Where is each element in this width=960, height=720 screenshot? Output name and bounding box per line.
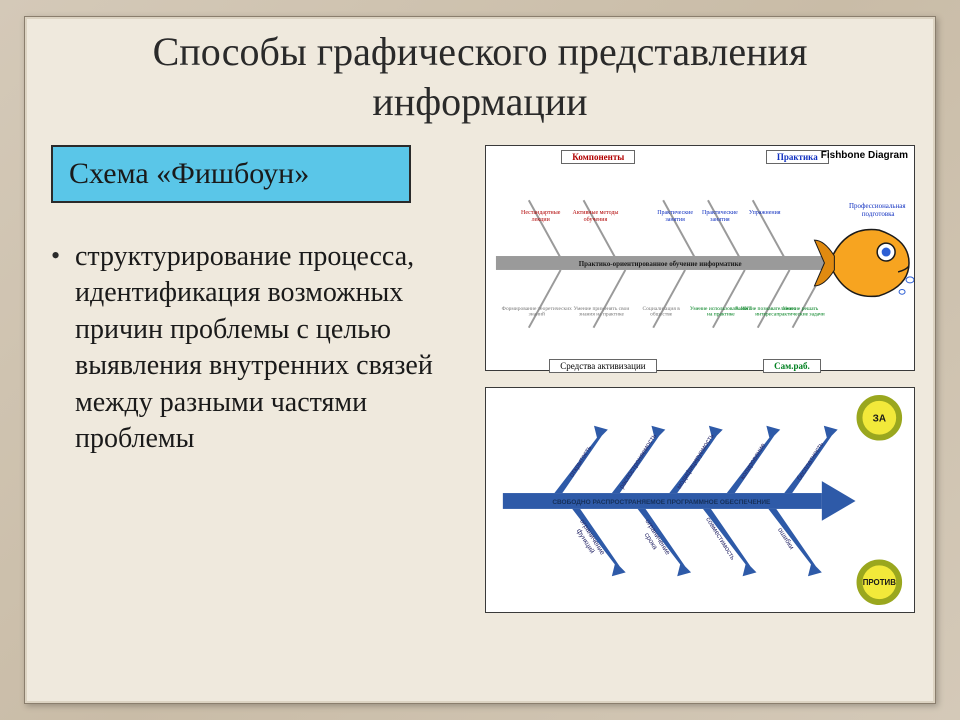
bone-label: Упражнения [749, 210, 781, 216]
bone-line [713, 270, 745, 328]
bone-line [708, 200, 740, 258]
bone-line [593, 270, 625, 328]
fishbone-diagram-2: ЗА ПРОТИВ СВОБОДНО РАСПРОСТРАНЯЕМОЕ ПРОГ… [485, 387, 915, 613]
bone-line [529, 200, 561, 258]
figure1-title: Fishbone Diagram [821, 150, 908, 161]
svg-text:ПРОТИВ: ПРОТИВ [863, 578, 897, 587]
bone-line [753, 200, 785, 258]
bottom-bones: Формирование теоретическихзнанийУмение п… [502, 270, 825, 328]
head-annotation: Профессиональная подготовка [849, 202, 907, 218]
spine-label: СВОБОДНО РАСПРОСТРАНЯЕМОЕ ПРОГРАММНОЕ ОБ… [552, 499, 771, 506]
bone-label: копирование [739, 442, 767, 481]
bullet-item: структурирование процесса, идентификация… [51, 239, 465, 457]
bone-label: Нестандартныелекции [521, 210, 561, 223]
category-label: Компоненты [561, 150, 635, 164]
badge-against: ПРОТИВ [859, 562, 899, 602]
category-label: Практика [766, 150, 829, 164]
bone-line [584, 200, 616, 258]
bone-label: бесплатность [795, 440, 825, 482]
bone-arrow [768, 509, 821, 576]
content-panel: Способы графического представления инфор… [24, 16, 936, 704]
category-label: Сам.раб. [763, 359, 821, 373]
bone-label: Активные методыобучения [573, 210, 619, 223]
slide: Способы графического представления инфор… [0, 0, 960, 720]
bone-line [653, 270, 685, 328]
bottom-bones: ограничениефункцийограничениесрокасовмес… [571, 509, 821, 576]
bone-label: Практическиезанятия [657, 210, 693, 223]
fish-head [814, 230, 914, 297]
top-bones: открытость распостроняемость модифицируемо… [554, 426, 837, 493]
subtitle-box: Схема «Фишбоун» [51, 145, 411, 203]
bone-label: открытость [568, 444, 593, 478]
figure1-bottom-categories: Средства активизации Сам.раб. [486, 359, 914, 377]
bone-label: распостроняемость [619, 433, 659, 491]
bone-label: Практическиезанятия [702, 210, 738, 223]
bone-line [663, 200, 695, 258]
bone-line [758, 270, 790, 328]
fishbone-svg-1: Практико-ориентированное обучение информ… [486, 166, 914, 354]
bone-label: Социализация вобществе [643, 306, 681, 318]
bone-label: Умение применять своизнания на практике [574, 306, 630, 318]
bone-label: модифицируемость [676, 432, 716, 490]
left-column: Схема «Фишбоун» структурирование процесс… [51, 145, 465, 613]
right-column: Fishbone Diagram Компоненты Практика Пра… [485, 145, 915, 613]
category-label: Средства активизации [549, 359, 656, 373]
bone-label: Формирование теоретическихзнаний [502, 306, 573, 318]
bone-line [529, 270, 561, 328]
fishbone-svg-2: ЗА ПРОТИВ СВОБОДНО РАСПРОСТРАНЯЕМОЕ ПРОГ… [492, 394, 908, 606]
top-bones: Нестандартныелекции Активные методыобучен… [521, 200, 785, 258]
bullet-list: структурирование процесса, идентификация… [51, 239, 465, 457]
svg-text:ЗА: ЗА [873, 414, 886, 425]
content-row: Схема «Фишбоун» структурирование процесс… [25, 127, 935, 613]
badge-for: ЗА [859, 398, 899, 438]
fishbone-diagram-1: Fishbone Diagram Компоненты Практика Пра… [485, 145, 915, 371]
bone-label: Умение решатьпрактические задачи [776, 306, 824, 318]
spine-label: Практико-ориентированное обучение информ… [579, 260, 742, 268]
slide-title: Способы графического представления инфор… [25, 17, 935, 127]
